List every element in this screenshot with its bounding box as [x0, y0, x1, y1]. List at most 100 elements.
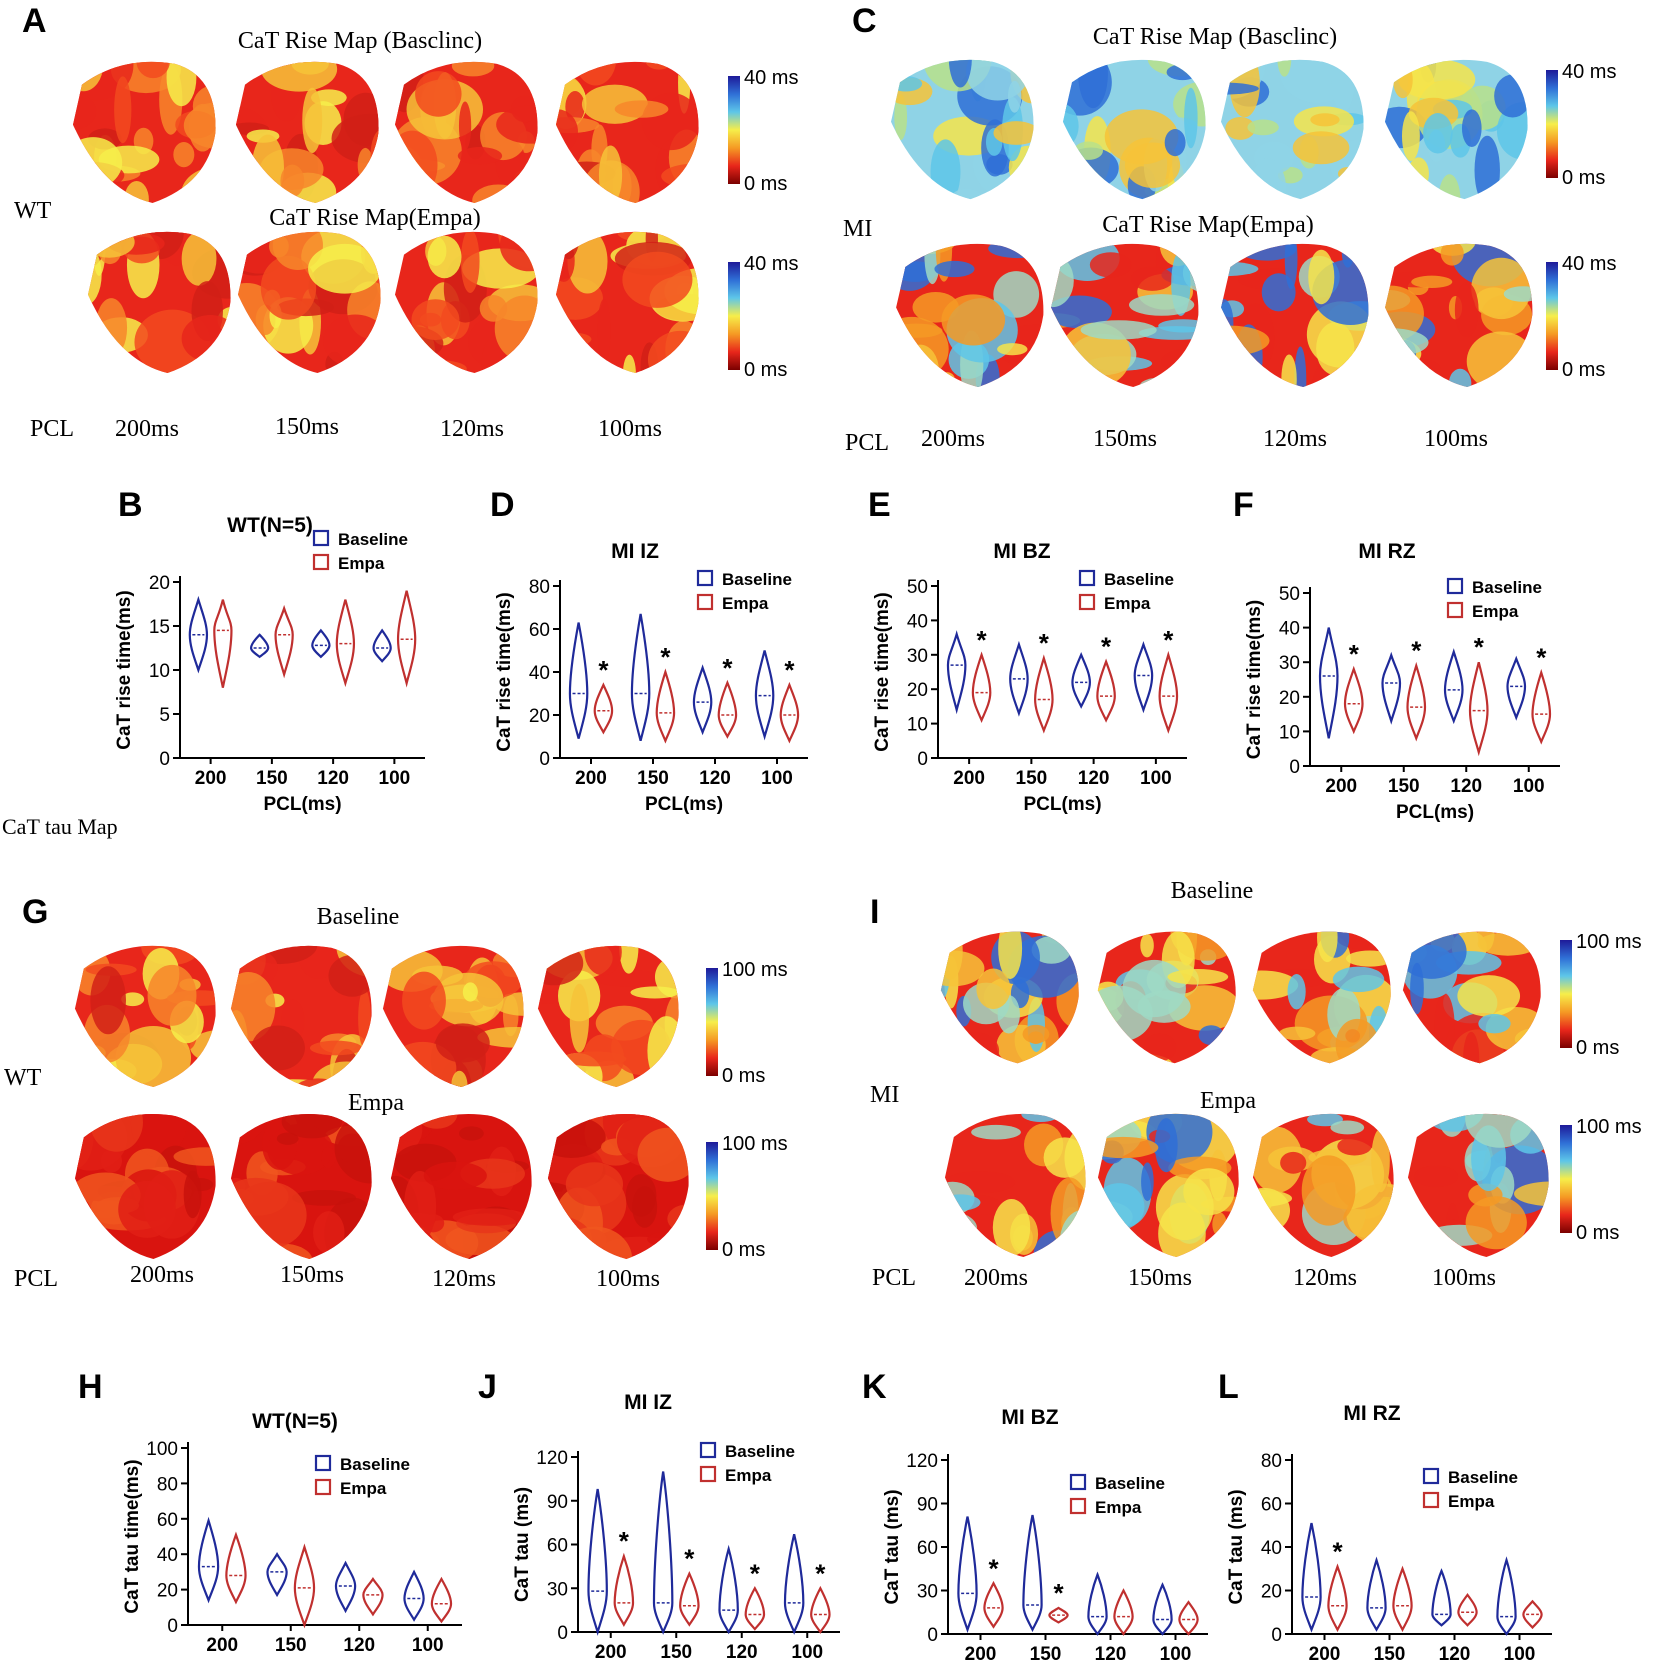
map-g-base-3	[382, 945, 524, 1088]
map-a-pcl-1: 200ms	[115, 416, 179, 442]
map-a-base-1	[73, 61, 216, 204]
legend-swatch-empa	[1069, 1497, 1087, 1515]
violin-baseline	[946, 630, 967, 715]
colorbar-max-label: 40 ms	[1562, 253, 1616, 275]
colorbar-max-label: 40 ms	[744, 253, 798, 275]
legend-swatch-baseline	[1078, 569, 1096, 587]
chart-title: MI IZ	[624, 1391, 672, 1414]
violin-baseline	[630, 613, 651, 742]
map-c-pcl-1: 200ms	[921, 426, 985, 452]
map-i-colorbar-bottom: 100 ms 0 ms	[1560, 1116, 1642, 1244]
y-tick-label: 60	[917, 1538, 938, 1559]
x-tick-label: 120	[726, 1642, 758, 1663]
significance-star: *	[660, 642, 671, 672]
legend-swatch-empa	[312, 553, 330, 571]
y-tick-label: 80	[529, 577, 550, 598]
legend-label-empa: Empa	[1448, 1492, 1495, 1511]
map-i-empa-4	[1407, 1113, 1549, 1257]
x-tick-label: 100	[1513, 776, 1545, 797]
panel-letter-j: J	[478, 1368, 497, 1406]
map-i-pcl-label: PCL	[872, 1265, 916, 1291]
y-tick-label: 90	[917, 1495, 938, 1516]
map-i-pcl-1: 200ms	[964, 1265, 1028, 1291]
colorbar-max-label: 100 ms	[722, 959, 788, 981]
violin-baseline	[266, 1552, 288, 1598]
map-c-top-title: CaT Rise Map (Basclinc)	[1093, 24, 1337, 50]
chart-l: MI RZ 0 20 40 60 80 CaT tau (ms) 200 * 150 120 100 B…	[1226, 1402, 1552, 1665]
violin-baseline	[334, 1560, 357, 1614]
violin-empa	[971, 651, 992, 723]
map-g-top-title: Baseline	[317, 904, 400, 930]
violin-baseline	[249, 633, 270, 659]
violin-empa	[1178, 1600, 1199, 1636]
colorbar-min-label: 0 ms	[1562, 359, 1605, 381]
map-i-empa-1	[944, 1113, 1086, 1257]
y-tick-label: 20	[907, 680, 928, 701]
violin-empa	[1034, 654, 1054, 734]
significance-star: *	[619, 1526, 630, 1556]
y-tick-label: 20	[157, 1581, 178, 1602]
map-g-colorbar-bottom: 100 ms 0 ms	[706, 1133, 788, 1261]
y-axis-label: CaT rise time(ms)	[872, 592, 893, 751]
x-axis-label: PCL(ms)	[1023, 794, 1101, 815]
colorbar-max-label: 40 ms	[744, 67, 798, 89]
y-tick-label: 30	[907, 646, 928, 667]
x-tick-label: 150	[1388, 776, 1420, 797]
y-tick-label: 0	[917, 749, 928, 770]
legend-label-baseline: Baseline	[1104, 570, 1174, 589]
violin-baseline	[587, 1488, 608, 1636]
colorbar-min-label: 0 ms	[722, 1065, 765, 1087]
significance-star: *	[722, 653, 733, 683]
violin-baseline	[692, 664, 713, 736]
violin-empa	[593, 682, 614, 735]
map-a-base-2	[236, 61, 379, 204]
x-tick-label: 200	[595, 1642, 627, 1663]
panel-letter-a: A	[22, 2, 47, 40]
map-c-pcl-4: 100ms	[1424, 426, 1488, 452]
map-g-pcl-label: PCL	[14, 1266, 58, 1292]
map-a-base-4	[556, 61, 699, 204]
map-a-bottom-title: CaT Rise Map(Empa)	[269, 205, 481, 231]
map-a-pcl-4: 100ms	[598, 416, 662, 442]
x-axis-label: PCL(ms)	[645, 794, 723, 815]
x-tick-label: 120	[343, 1635, 375, 1656]
map-g-empa-4	[547, 1113, 689, 1259]
legend-label-empa: Empa	[1095, 1498, 1142, 1517]
panel-letter-f: F	[1233, 486, 1254, 524]
y-tick-label: 5	[159, 705, 170, 726]
x-tick-label: 200	[965, 1644, 997, 1665]
violin-baseline	[1071, 651, 1091, 709]
map-c-base-1	[891, 59, 1034, 200]
map-panel-i: Baseline Empa MI PCL 200ms 150ms 120ms 1…	[870, 878, 1642, 1291]
x-tick-label: 120	[1439, 1644, 1471, 1665]
significance-star: *	[1349, 639, 1360, 669]
violin-empa	[1158, 650, 1179, 734]
y-axis-label: CaT tau (ms)	[882, 1489, 903, 1604]
map-panel-a: CaT Rise Map (Basclinc) CaT Rise Map(Emp…	[14, 28, 798, 442]
panel-letters: A B C D E F G H I J K L	[22, 2, 1254, 1406]
legend-swatch-baseline	[696, 569, 714, 587]
x-tick-label: 120	[1078, 768, 1110, 789]
map-panel-c: CaT Rise Map (Basclinc) CaT Rise Map(Emp…	[843, 24, 1616, 456]
map-c-base-4	[1385, 59, 1528, 200]
map-i-base-2	[1097, 931, 1236, 1064]
y-tick-label: 0	[1289, 757, 1300, 778]
legend-swatch-empa	[1446, 601, 1464, 619]
violin-baseline	[1133, 641, 1154, 714]
map-g-pcl-2: 150ms	[280, 1262, 344, 1288]
violin-baseline	[1431, 1568, 1452, 1627]
violin-empa	[1343, 665, 1364, 735]
violin-empa	[744, 1586, 766, 1631]
panel-letter-d: D	[490, 486, 515, 524]
significance-star: *	[684, 1544, 695, 1574]
x-tick-label: 200	[953, 768, 985, 789]
panel-letter-l: L	[1218, 1368, 1239, 1406]
map-i-base-1	[940, 931, 1079, 1064]
y-tick-label: 15	[149, 617, 170, 638]
significance-star: *	[988, 1553, 999, 1583]
map-c-row-label: MI	[843, 216, 872, 242]
map-g-pcl-4: 100ms	[596, 1266, 660, 1292]
map-a-colorbar-top: 40 ms 0 ms	[728, 67, 798, 195]
